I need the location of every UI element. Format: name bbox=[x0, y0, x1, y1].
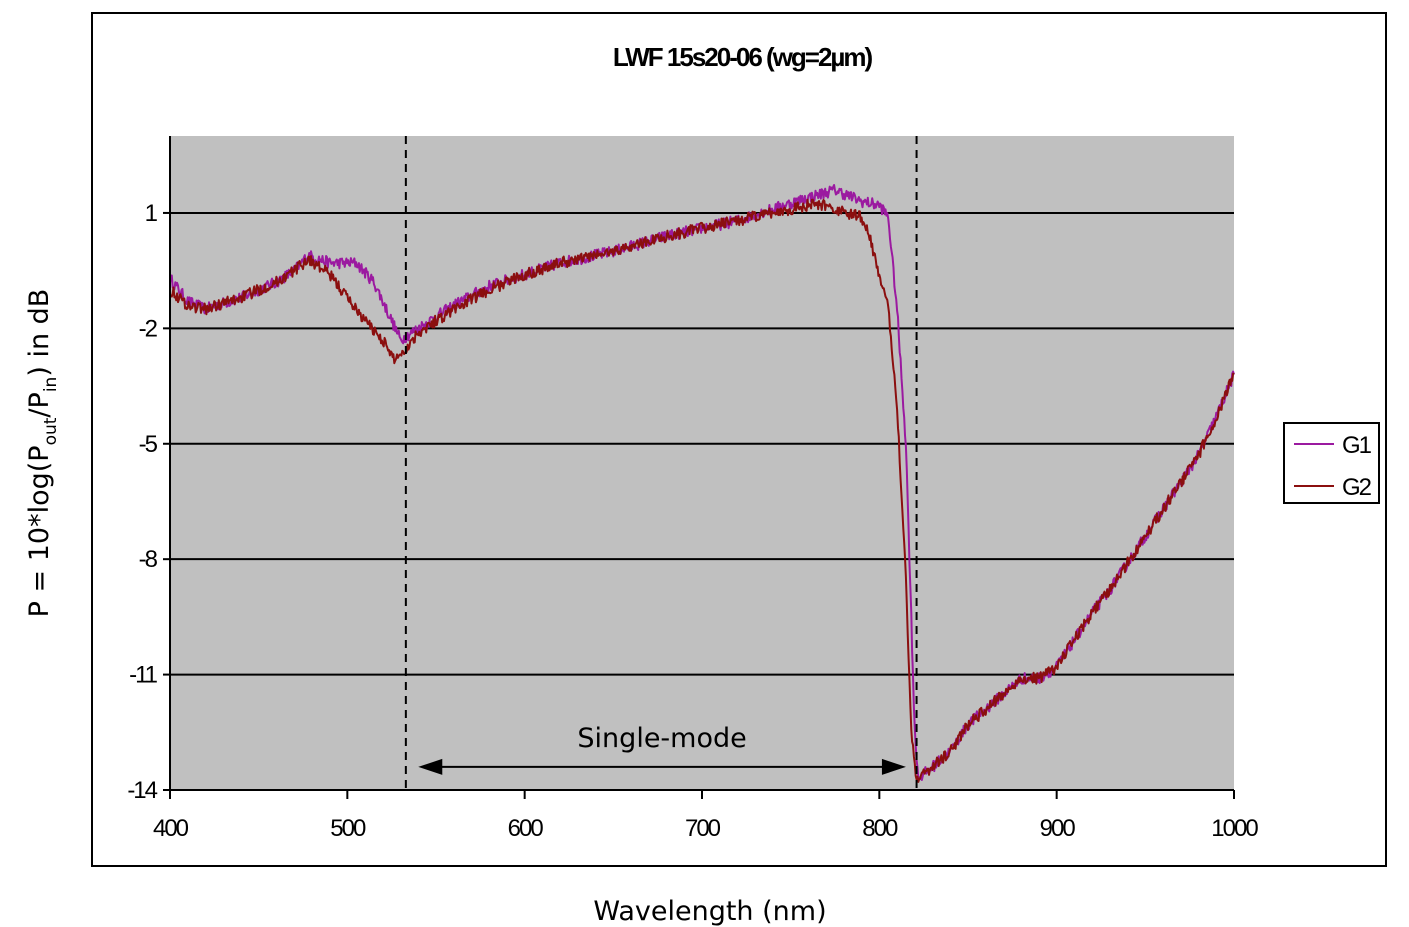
single-mode-arrowhead-right bbox=[881, 758, 906, 775]
x-tick-label: 900 bbox=[1040, 815, 1076, 842]
x-tick-label: 700 bbox=[685, 815, 721, 842]
series-line-G2 bbox=[169, 198, 1235, 783]
y-axis-label: P = 10*log(Pout/Pin) in dB bbox=[24, 289, 61, 618]
y-tick-label: -2 bbox=[139, 315, 158, 342]
x-tick-label: 400 bbox=[153, 815, 189, 842]
x-axis-label: Wavelength (nm) bbox=[593, 896, 826, 927]
y-ticks: 1 -2 -5 -8 -11 -14 bbox=[127, 200, 170, 804]
y-label-sub1: out bbox=[41, 417, 61, 445]
y-label-suffix: ) in dB bbox=[24, 289, 55, 377]
legend-box bbox=[1283, 422, 1380, 504]
annotations: Single-mode bbox=[404, 136, 918, 790]
y-tick-label: -5 bbox=[139, 431, 158, 458]
legend: G1 G2 bbox=[1283, 422, 1380, 504]
x-tick-label: 1000 bbox=[1211, 815, 1258, 842]
y-tick-label: -14 bbox=[127, 777, 157, 804]
y-label-prefix: P = 10*log(P bbox=[24, 445, 55, 617]
x-tick-label: 600 bbox=[508, 815, 544, 842]
x-ticks: 400 500 600 700 800 900 1000 bbox=[153, 790, 1260, 842]
plot-area bbox=[170, 136, 1234, 790]
y-tick-label: -8 bbox=[139, 546, 158, 573]
x-tick-label: 800 bbox=[862, 815, 898, 842]
single-mode-arrowhead-left bbox=[418, 758, 443, 775]
series-lines bbox=[169, 184, 1235, 783]
single-mode-label: Single-mode bbox=[577, 723, 746, 754]
y-tick-label: 1 bbox=[145, 200, 158, 227]
x-tick-label: 500 bbox=[330, 815, 366, 842]
y-tick-label: -11 bbox=[129, 662, 158, 689]
legend-label-G2: G2 bbox=[1342, 474, 1372, 501]
chart-title: LWF 15s20-06 (wg=2µm) bbox=[613, 42, 873, 72]
y-label-sub2: in bbox=[41, 377, 61, 393]
legend-label-G1: G1 bbox=[1342, 432, 1372, 459]
y-label-mid: /P bbox=[24, 392, 55, 417]
